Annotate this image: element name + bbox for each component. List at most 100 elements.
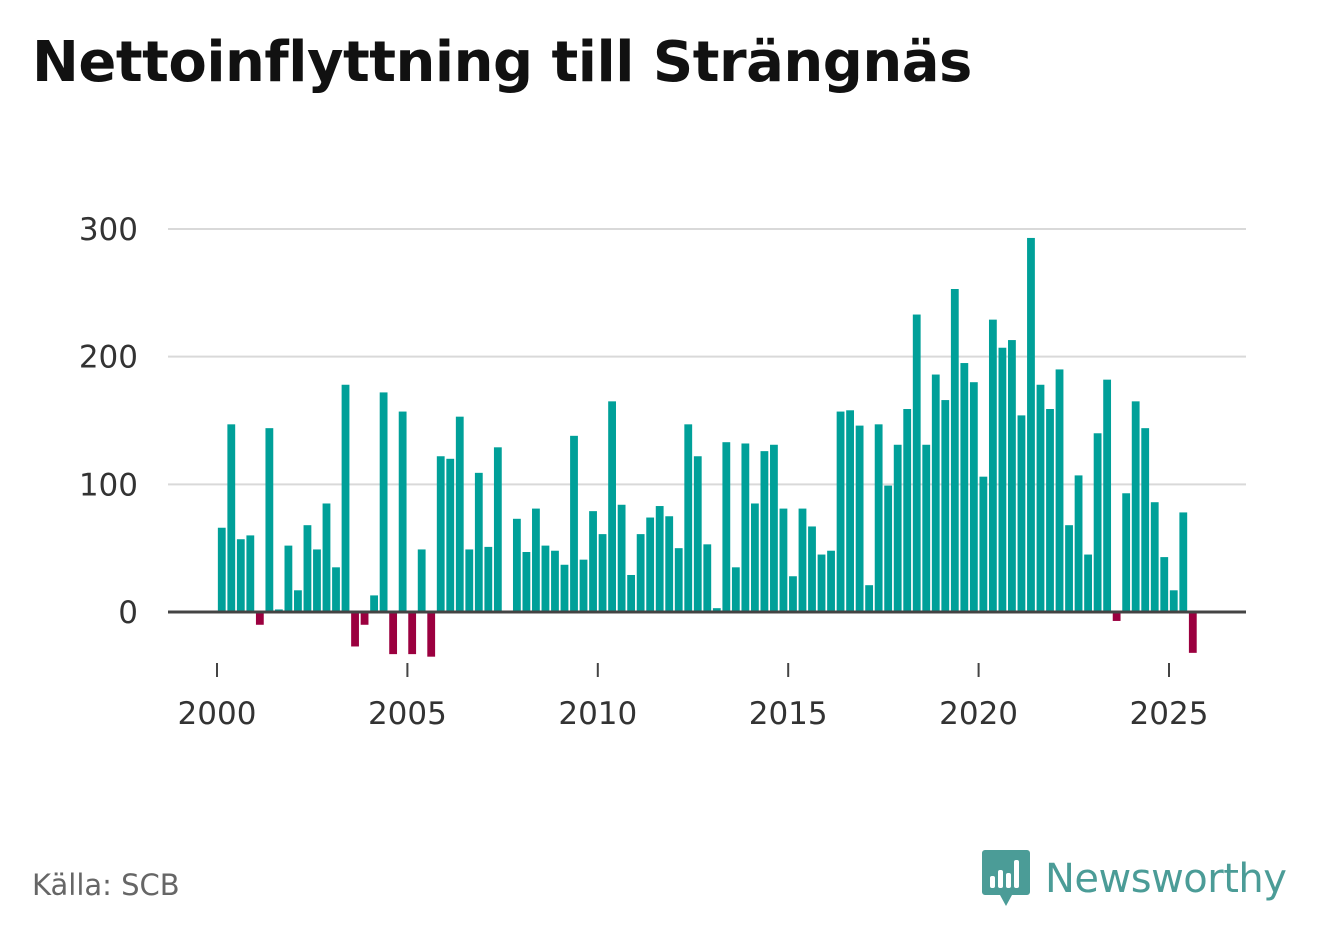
bar [541,545,550,612]
bar [484,546,493,612]
bar [351,612,359,647]
bar [332,567,340,612]
bar [731,567,740,612]
bar [684,424,693,612]
bar [1141,428,1150,612]
bar [246,535,255,612]
bar [1160,557,1169,612]
bar [817,554,826,612]
bar [922,444,931,612]
bar [808,526,816,612]
brand-logo: Newsworthy [981,848,1287,910]
bar [760,451,769,612]
bar [217,527,226,612]
bar [522,552,531,612]
bar [674,548,683,612]
bar [998,347,1007,612]
bar-series [217,237,1197,657]
bar [322,503,331,612]
bar [903,409,912,612]
bar [770,444,778,612]
bar [512,518,521,612]
bar [627,574,636,612]
bar [865,585,874,612]
newsworthy-logo-icon [982,850,1030,906]
bar [227,424,236,612]
bar [979,476,988,612]
bar [474,472,483,612]
bar [255,612,264,625]
x-tick-label: 2020 [939,696,1018,732]
bar [455,416,464,612]
bar [1131,401,1140,612]
chart-title: Nettoinflyttning till Strängnäs [32,30,972,95]
bar [988,319,997,612]
bar [570,435,578,612]
bar [1179,512,1188,612]
bar [1103,379,1112,612]
bar [1150,502,1159,612]
bar [1122,493,1131,612]
bar [389,612,398,655]
bar [303,525,312,612]
bar [579,559,588,612]
bar [493,447,502,612]
bar [703,544,712,612]
bar [379,392,388,612]
bar [417,549,426,612]
bar [960,363,969,612]
bar [1169,590,1178,612]
brand-name: Newsworthy [1045,856,1287,902]
bar [836,411,845,612]
bar [265,428,274,612]
bar [436,456,445,612]
bar [427,612,436,657]
bar [560,564,569,612]
bar [874,424,883,612]
bar [1065,525,1073,612]
x-tick-label: 2000 [178,696,257,732]
bar [1008,340,1016,612]
bar [446,458,455,612]
bar [722,442,731,612]
bar [598,534,607,612]
bar [912,314,921,612]
bar [1027,237,1035,612]
bar [884,485,893,612]
bar [1055,369,1064,612]
bar [655,506,664,612]
bar [779,508,788,612]
bar [789,576,797,612]
bar [1017,415,1026,612]
x-tick-label: 2010 [558,696,637,732]
bar [532,508,540,612]
bar [636,534,645,612]
bar [284,545,293,612]
bar [370,595,378,612]
bar [741,443,750,612]
bar [551,550,559,612]
bar [846,410,854,612]
bar [1093,433,1102,612]
bar [646,517,655,612]
bar [617,504,626,612]
axes: 0 100 200 300 2000 2005 2010 2015 2020 2025 [79,212,1246,732]
bar [1074,475,1083,612]
bar [313,549,321,612]
bar [969,382,978,612]
y-tick-label: 100 [79,467,138,503]
x-tick-label: 2025 [1130,696,1209,732]
bar [893,444,902,612]
bar [750,503,759,612]
bar [1112,612,1121,621]
bar [236,539,245,612]
bar [941,400,950,612]
bar [1084,554,1092,612]
bar [465,549,474,612]
bar [855,425,864,612]
bar [665,516,674,612]
bar [608,401,616,612]
x-tick-label: 2015 [749,696,828,732]
bar [341,384,350,612]
